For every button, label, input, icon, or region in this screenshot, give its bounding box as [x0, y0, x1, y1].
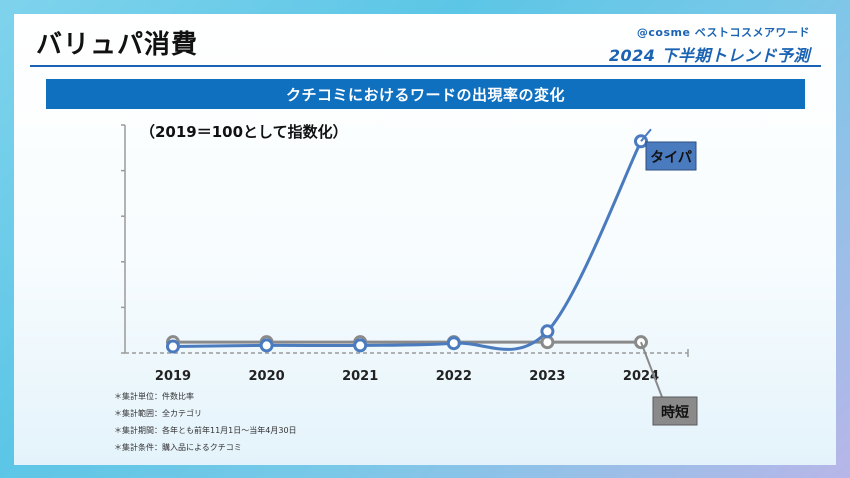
title-divider	[30, 65, 821, 67]
data-point-taipa	[353, 338, 368, 353]
page-title: バリュパ消費	[36, 30, 199, 60]
x-tick-label: 2024	[623, 369, 659, 384]
series-label-leader-jitan	[640, 341, 663, 398]
series-line-taipa	[172, 140, 643, 351]
footnote: ＊集計期間：各年とも前年11月1日～当年4月30日	[114, 426, 297, 435]
footnote: ＊集計範囲：全カテゴリ	[114, 409, 202, 418]
footnote: ＊集計条件：購入品によるクチコミ	[114, 443, 242, 452]
brand-subtitle: 2024 下半期トレンド予測	[608, 46, 810, 65]
series-label-box-taipa	[645, 141, 697, 171]
data-point-taipa	[259, 338, 274, 353]
series-label-jitan: 時短	[661, 404, 689, 421]
x-tick-label: 2020	[249, 369, 285, 384]
x-tick-label: 2021	[342, 369, 378, 384]
x-tick-label: 2023	[529, 369, 565, 384]
brand-logo-text: @cosme ベストコスメアワード	[636, 26, 810, 39]
chart-banner: クチコミにおけるワードの出現率の変化	[46, 79, 805, 109]
data-point-taipa	[166, 339, 180, 354]
series-label-box-jitan	[652, 396, 698, 426]
data-point-jitan	[540, 335, 555, 350]
chart-title: （2019＝100として指数化）	[140, 123, 348, 141]
series-label-leader-taipa	[640, 128, 652, 142]
x-tick-label: 2022	[436, 369, 472, 384]
data-point-taipa	[540, 324, 555, 339]
x-tick-label: 2019	[155, 369, 191, 384]
footnotes: ＊集計単位：件数比率 ＊集計範囲：全カテゴリ ＊集計期間：各年とも前年11月1日…	[114, 388, 297, 456]
data-point-taipa	[446, 336, 461, 351]
series-label-taipa: タイパ	[650, 150, 692, 166]
footnote: ＊集計単位：件数比率	[114, 392, 194, 401]
brand-block: @cosme ベストコスメアワード 2024 下半期トレンド予測	[609, 24, 810, 66]
